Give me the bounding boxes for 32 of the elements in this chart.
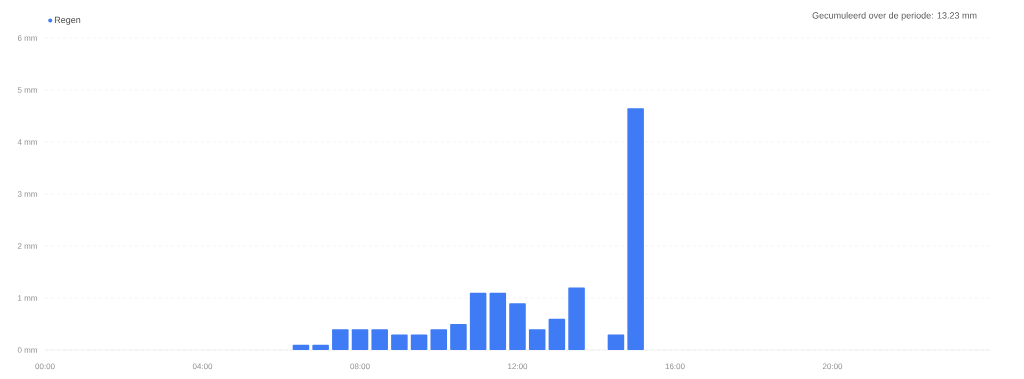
y-tick-label: 4 mm [17,139,37,145]
bar [450,323,467,350]
bar [371,329,388,350]
legend-label: Regen [54,16,81,25]
x-tick-label: 12:00 [508,363,528,370]
y-tick-label: 3 mm [17,191,37,197]
bar [528,329,546,350]
bar [627,108,644,350]
bar [509,303,526,350]
x-tick-label: 16:00 [665,363,685,370]
x-tick-label: 04:00 [192,363,213,370]
text: Gecumuleerd over de periode: 13.23 mm [812,12,977,21]
x-tick-label: 00:00 [35,363,55,370]
bar [312,344,329,350]
bar [430,329,448,350]
x-tick-label: 20:00 [822,363,843,370]
bar [292,344,310,350]
x-tick-label: 08:00 [350,363,370,370]
y-tick-label: 0 mm [17,347,37,353]
bar [548,318,566,350]
bar [391,334,408,350]
bar [469,292,487,350]
bar [489,292,507,350]
bar [410,334,428,350]
bar [607,334,625,350]
y-tick-label: 1 mm [18,295,37,301]
y-tick-label: 2 mm [17,243,37,249]
bar [351,329,369,350]
bar [568,287,585,350]
bar [332,329,349,350]
y-tick-label: 6 mm [17,35,37,41]
y-tick-label: 5 mm [17,87,37,93]
